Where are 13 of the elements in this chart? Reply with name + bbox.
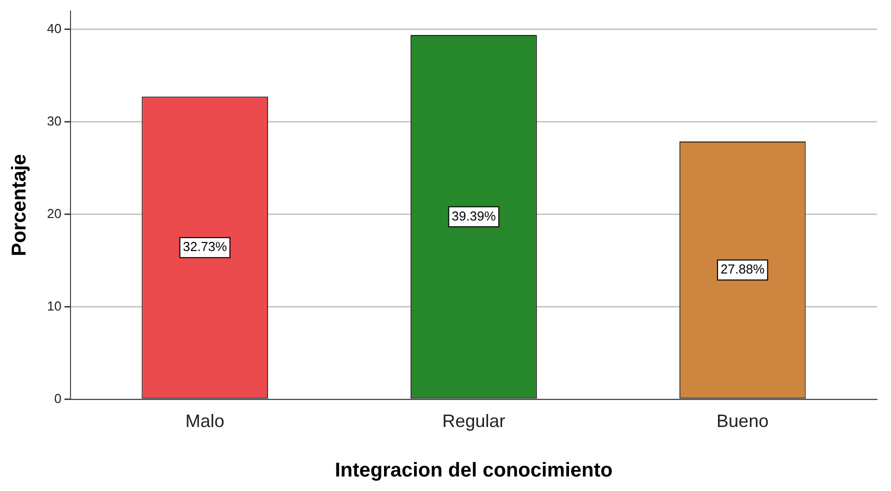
- data-label: 39.39%: [452, 208, 496, 224]
- data-label: 32.73%: [182, 239, 228, 254]
- y-tick-label: 20: [46, 206, 62, 221]
- x-tick-label: Regular: [442, 411, 506, 432]
- x-axis-title: Integracion del conocimiento: [334, 460, 613, 482]
- y-tick-label: 40: [46, 20, 62, 36]
- x-tick-label: Malo: [185, 411, 224, 432]
- y-tick-label: 10: [46, 298, 62, 314]
- y-tick-label: 30: [46, 113, 62, 128]
- data-label: 27.88%: [720, 262, 766, 277]
- y-tick-label: 0: [54, 390, 62, 406]
- y-axis-title: Porcentaje: [8, 154, 31, 256]
- x-tick-label: Bueno: [716, 411, 769, 432]
